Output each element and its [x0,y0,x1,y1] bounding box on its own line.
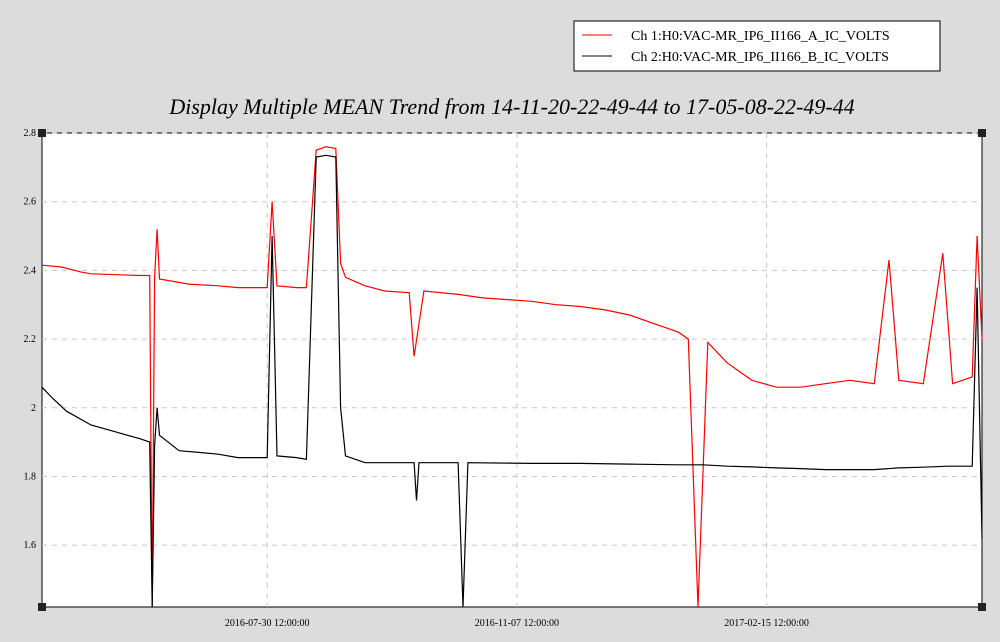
x-tick-label: 2017-02-15 12:00:00 [724,618,809,629]
y-tick-label: 1.8 [24,471,37,482]
legend: Ch 1:H0:VAC-MR_IP6_II166_A_IC_VOLTS Ch 2… [573,20,941,72]
y-tick-label: 1.6 [24,540,37,551]
corner-marker-top-left [38,129,46,137]
grid [42,132,982,607]
y-tick-label: 2.2 [24,334,37,345]
plot-corner-markers [38,129,986,611]
y-tick-label: 2 [31,403,36,414]
y-tick-label: 2.4 [24,265,37,276]
series-layer [41,146,983,608]
x-tick-label: 2016-11-07 12:00:00 [475,618,559,629]
corner-marker-bottom-right [978,603,986,611]
plot-area [41,132,983,608]
legend-label-ch2: Ch 2:H0:VAC-MR_IP6_II166_B_IC_VOLTS [631,50,889,65]
series-line-ch2 [41,154,983,608]
legend-box [573,20,941,72]
series-line-ch1 [41,146,983,608]
axis-ticks: 1.6 1.8 2 2.2 2.4 2.6 2.8 2016-07-30 12:00:00 20… [24,128,809,629]
chart-title: Display Multiple MEAN Trend from 14-11-2… [168,94,854,119]
corner-marker-top-right [978,129,986,137]
y-tick-label: 2.6 [24,197,37,208]
x-tick-label: 2016-07-30 12:00:00 [225,618,310,629]
corner-marker-bottom-left [38,603,46,611]
y-tick-label: 2.8 [24,128,37,139]
legend-label-ch1: Ch 1:H0:VAC-MR_IP6_II166_A_IC_VOLTS [631,29,890,44]
